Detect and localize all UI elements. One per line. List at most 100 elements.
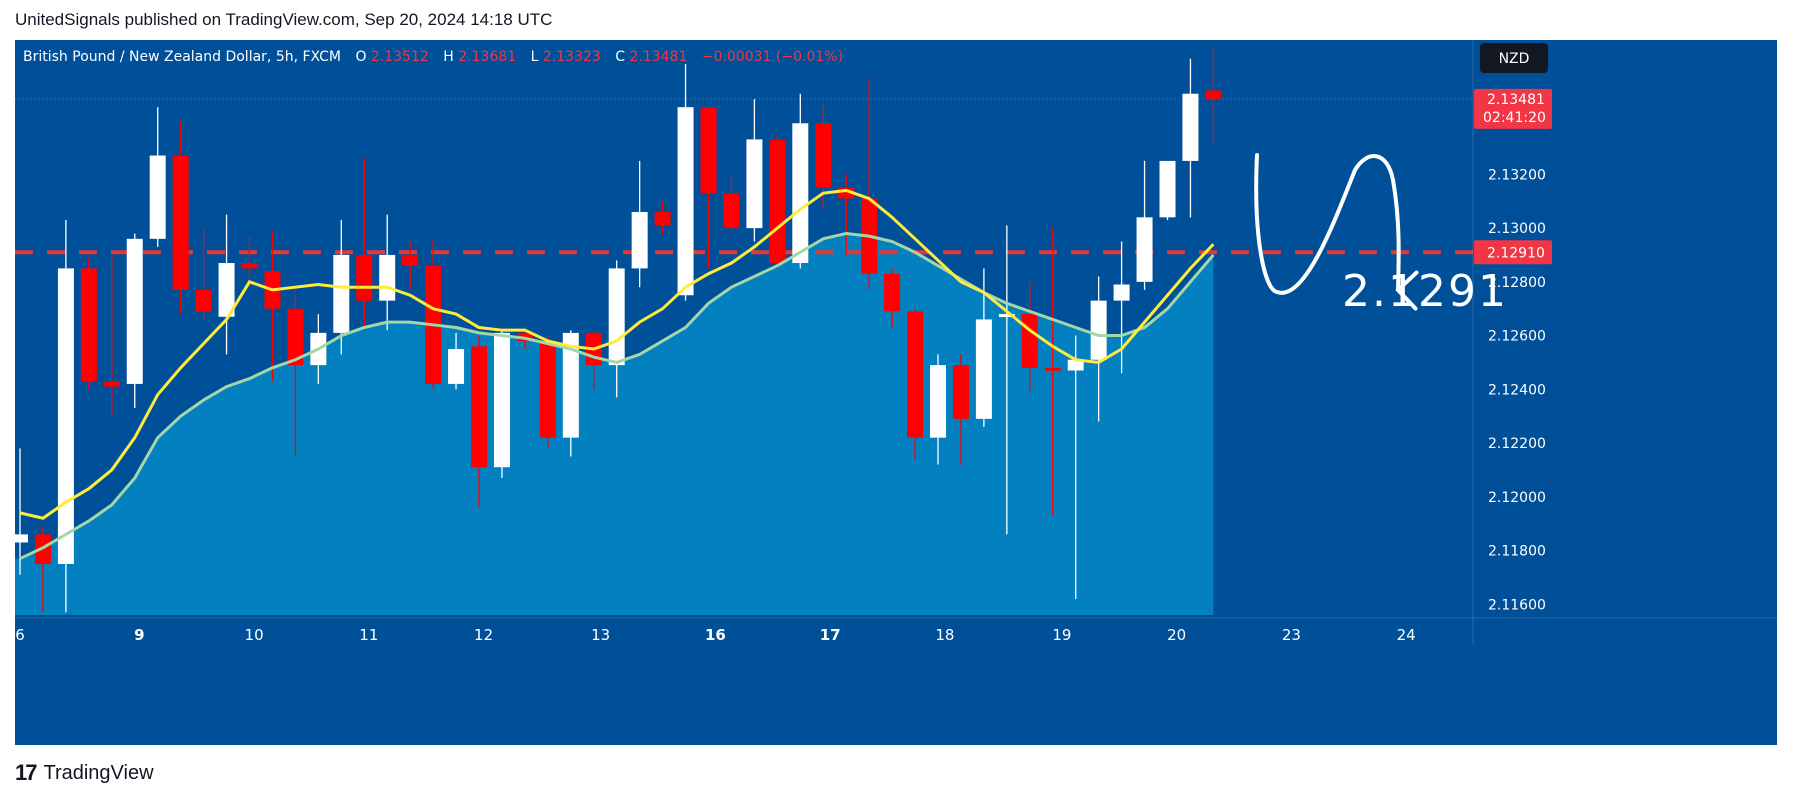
candle — [1136, 160, 1153, 290]
candle — [838, 174, 855, 255]
x-tick-label: 12 — [474, 626, 493, 644]
candle — [287, 284, 304, 457]
candle-body — [287, 308, 304, 366]
candle-body — [1159, 160, 1176, 218]
chart-frame: 2.1291 British Pound / New Zealand Dolla… — [12, 40, 1777, 745]
candle — [1044, 228, 1061, 516]
candle-body — [838, 187, 855, 199]
candle — [746, 99, 763, 242]
y-tick-label: 2.13200 — [1488, 167, 1546, 183]
candle-body — [654, 211, 671, 226]
high-label: H — [443, 49, 454, 65]
footer-brand: TradingView — [43, 761, 154, 784]
candle — [80, 257, 97, 390]
candle — [677, 64, 694, 301]
candle — [218, 214, 235, 355]
x-tick-label: 10 — [245, 626, 264, 644]
open-label: O — [355, 49, 366, 65]
candle — [1067, 335, 1084, 599]
candle — [402, 241, 419, 290]
y-tick-label: 2.11600 — [1488, 597, 1546, 613]
candle-body — [57, 268, 74, 564]
footer: 17 TradingView — [15, 760, 154, 786]
x-tick-label: 11 — [359, 626, 378, 644]
candle-body — [471, 346, 487, 468]
target-level-annotation: 2.1291 — [1342, 266, 1508, 317]
high-value: 2.13681 — [458, 49, 516, 65]
candle — [700, 107, 717, 269]
y-tick-label: 2.13000 — [1488, 221, 1546, 237]
candle — [425, 238, 442, 390]
close-label: C — [615, 49, 625, 65]
candle — [1090, 276, 1107, 422]
x-tick-label: 23 — [1282, 626, 1301, 644]
low-label: L — [531, 49, 539, 65]
price-chart[interactable]: 2.1291 British Pound / New Zealand Dolla… — [12, 40, 1777, 745]
candle — [723, 174, 740, 234]
candle — [57, 220, 74, 613]
x-tick-label: 19 — [1052, 626, 1071, 644]
candle — [149, 107, 166, 247]
candle-body — [149, 155, 166, 239]
candle — [471, 335, 487, 508]
candle — [998, 225, 1015, 535]
candle-body — [379, 254, 396, 301]
candle-body — [172, 155, 189, 290]
candle — [792, 93, 809, 269]
y-tick-label: 2.11800 — [1488, 544, 1546, 560]
candle-body — [126, 238, 143, 384]
candle-body — [723, 193, 740, 229]
candle — [126, 233, 143, 409]
candle-body — [769, 139, 786, 264]
candle-body — [998, 314, 1015, 318]
candle — [493, 330, 510, 478]
candle-body — [792, 123, 809, 264]
candle-body — [700, 107, 717, 194]
y-tick-label: 2.12000 — [1488, 490, 1546, 506]
candle-body — [12, 534, 28, 543]
candle-body — [1136, 217, 1153, 282]
candle-body — [815, 123, 832, 188]
candle — [1182, 58, 1199, 218]
x-tick-label: 18 — [935, 626, 954, 644]
candle — [861, 77, 878, 290]
x-tick-label: 24 — [1397, 626, 1416, 644]
candle — [448, 332, 465, 390]
candle-body — [356, 254, 373, 301]
y-tick-label: 2.12600 — [1488, 329, 1546, 345]
candle-body — [1113, 284, 1130, 301]
candle-body — [975, 319, 992, 419]
candle — [907, 308, 924, 460]
open-value: 2.13512 — [371, 49, 429, 65]
candle-body — [493, 332, 510, 468]
bar-countdown: 02:41:20 — [1483, 110, 1546, 126]
candle-body — [241, 263, 258, 269]
candle-body — [746, 139, 763, 229]
x-tick-label: 13 — [591, 626, 610, 644]
candle — [241, 236, 258, 288]
y-tick-label: 2.12800 — [1488, 275, 1546, 291]
candle-body — [402, 254, 419, 266]
y-tick-label: 2.12400 — [1488, 382, 1546, 398]
level-price-badge — [1474, 240, 1552, 265]
x-tick-label: 16 — [705, 626, 726, 644]
candle-body — [103, 381, 120, 387]
currency-badge[interactable] — [1480, 43, 1548, 73]
candle — [1113, 241, 1130, 374]
candle-body — [448, 348, 465, 384]
candle — [975, 268, 992, 427]
candle-body — [1090, 300, 1107, 360]
candle-body — [677, 107, 694, 296]
candle-body — [907, 311, 924, 438]
forecast-arrow-icon — [1254, 153, 1419, 311]
candle-body — [218, 263, 235, 317]
y-tick-label: 2.12200 — [1488, 436, 1546, 452]
candle-body — [80, 268, 97, 382]
candle — [631, 160, 648, 288]
candle — [562, 330, 579, 457]
ma-yellow-line — [19, 188, 1215, 520]
candle — [1205, 45, 1222, 142]
candle-body — [1067, 359, 1084, 371]
candle-body — [539, 340, 556, 438]
last-price-badge — [1474, 88, 1552, 129]
